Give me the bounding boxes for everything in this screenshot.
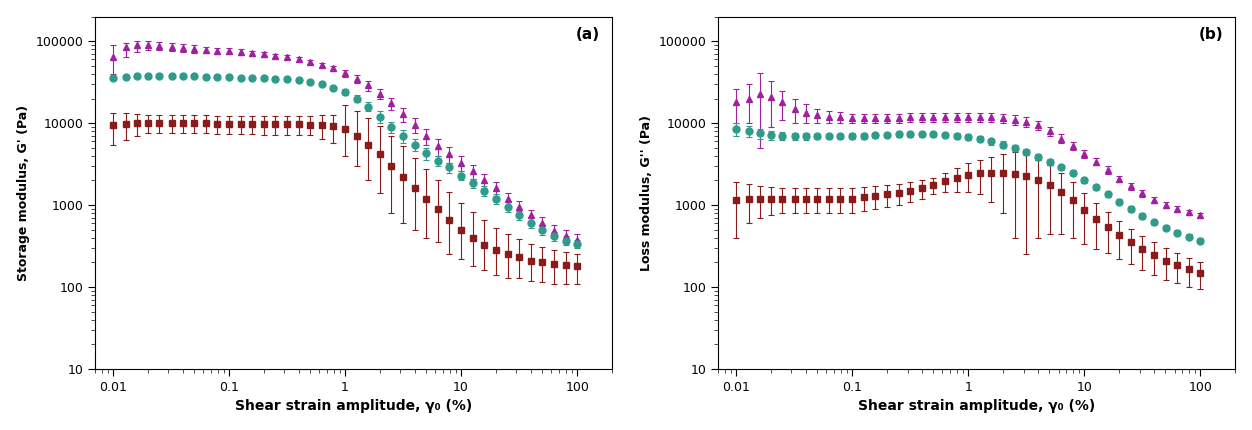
X-axis label: Shear strain amplitude, γ₀ (%): Shear strain amplitude, γ₀ (%): [235, 399, 472, 413]
X-axis label: Shear strain amplitude, γ₀ (%): Shear strain amplitude, γ₀ (%): [858, 399, 1096, 413]
Y-axis label: Loss modulus, G'' (Pa): Loss modulus, G'' (Pa): [640, 115, 652, 271]
Y-axis label: Storage modulus, G' (Pa): Storage modulus, G' (Pa): [16, 105, 30, 281]
Text: (a): (a): [576, 27, 600, 42]
Text: (b): (b): [1199, 27, 1223, 42]
